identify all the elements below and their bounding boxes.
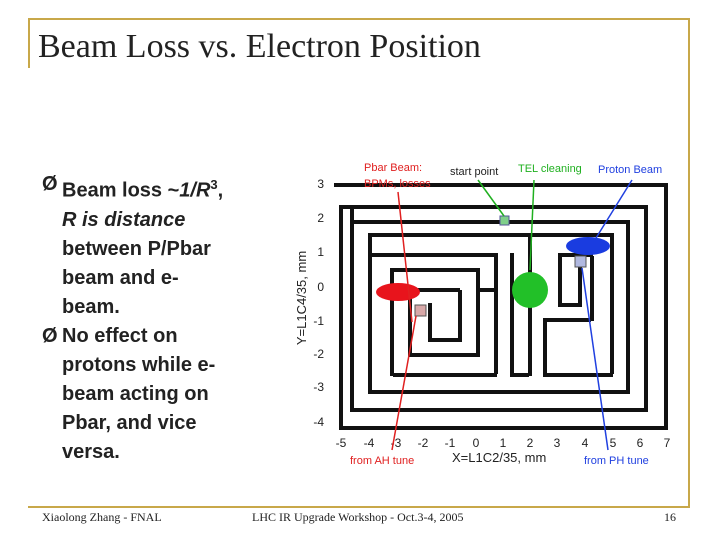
x-tick-label: 2: [527, 436, 534, 450]
x-tick-label: 3: [554, 436, 561, 450]
footer-event: LHC IR Upgrade Workshop - Oct.3-4, 2005: [252, 510, 464, 524]
start-point-label: start point: [450, 166, 498, 178]
footer-author: Xiaolong Zhang - FNAL: [42, 510, 162, 524]
bullet-1-line-1: Beam loss ~1/R3,: [62, 177, 224, 202]
from-ph-tune-label: from PH tune: [584, 455, 649, 467]
proton-position-marker: [574, 255, 587, 268]
frame-top-line: [28, 18, 690, 20]
bullet-1-line-2: R is distance: [62, 208, 186, 231]
bullet-1-line-3: between P/Pbar: [62, 237, 211, 260]
x-tick-label: -2: [418, 436, 429, 450]
arrow-bullet-icon: Ø: [42, 173, 58, 195]
bullet-2-line-1: No effect on: [62, 324, 178, 347]
ph-tune-arrow: [581, 267, 609, 451]
x-tick-label: 6: [637, 436, 644, 450]
path-right-loop: [543, 233, 614, 377]
proton-beam-label: Proton Beam: [598, 164, 662, 176]
y-tick-label: 0: [317, 280, 324, 294]
y-tick-label: 3: [317, 177, 324, 191]
path-left-inner: [408, 288, 462, 342]
frame-bottom-line: [28, 506, 690, 508]
bullet-item-2: Ø No effect on protons while e- beam act…: [42, 322, 292, 467]
y-tick-label: 1: [317, 245, 324, 259]
y-axis-label: Y=L1C4/35, mm: [294, 251, 309, 345]
bullet-1-line-5: beam.: [62, 295, 120, 318]
x-tick-label: -1: [445, 436, 456, 450]
proton-beam-ellipse: [566, 237, 610, 255]
start-annotation-arrow: [477, 179, 505, 217]
pbar-beam-label: Pbar Beam:: [364, 162, 422, 174]
tel-cleaning-label: TEL cleaning: [518, 163, 582, 175]
path-ring-3: [350, 220, 630, 394]
bullet-2-line-3: beam acting on: [62, 382, 209, 405]
y-tick-labels: 3 2 1 0 -1 -2 -3 -4: [313, 177, 324, 429]
ah-tune-arrow: [391, 315, 417, 451]
proton-annotation-arrow: [595, 179, 633, 239]
x-tick-labels: -5 -4 -3 -2 -1 0 1 2 3 4 5 6 7: [336, 436, 671, 450]
bullet-1-line-4: beam and e-: [62, 266, 179, 289]
x-tick-label: 7: [664, 436, 671, 450]
path-right-inner: [558, 263, 582, 307]
pbar-beam-sublabel: BPMs, losses: [364, 178, 431, 190]
pbar-position-marker: [414, 304, 427, 317]
y-tick-label: -1: [313, 314, 324, 328]
slide-title: Beam Loss vs. Electron Position: [38, 28, 481, 65]
pbar-annotation-arrow: [397, 191, 413, 323]
bullet-2-line-2: protons while e-: [62, 353, 216, 376]
y-tick-label: -4: [313, 415, 324, 429]
path-outer: [334, 183, 668, 430]
arrow-bullet-icon: Ø: [42, 324, 58, 347]
path-left-loop: [368, 253, 498, 377]
bullet-list: Ø Beam loss ~1/R3, R is distance between…: [42, 170, 292, 467]
y-tick-label: 2: [317, 211, 324, 225]
x-tick-label: -5: [336, 436, 347, 450]
x-tick-label: 5: [610, 436, 617, 450]
start-point-marker: [499, 215, 510, 226]
bullet-item-1: Ø Beam loss ~1/R3, R is distance between…: [42, 170, 292, 322]
annotation-arrows: [391, 179, 633, 451]
frame-left-line: [28, 18, 30, 68]
x-axis-label: X=L1C2/35, mm: [452, 450, 546, 465]
tel-beam-circle: [512, 272, 548, 308]
bullet-2-line-5: versa.: [62, 440, 120, 463]
frame-right-line: [688, 18, 690, 508]
x-tick-label: 1: [500, 436, 507, 450]
footer-page-number: 16: [664, 510, 676, 524]
y-tick-label: -2: [313, 347, 324, 361]
tel-annotation-arrow: [529, 179, 535, 271]
electron-scan-path: [334, 183, 668, 430]
x-tick-label: -3: [391, 436, 402, 450]
path-ring-2: [350, 205, 648, 412]
x-tick-label: 4: [582, 436, 589, 450]
x-tick-label: 0: [473, 436, 480, 450]
from-ah-tune-label: from AH tune: [350, 455, 414, 467]
x-tick-label: -4: [364, 436, 375, 450]
y-tick-label: -3: [313, 380, 324, 394]
pbar-beam-ellipse: [376, 283, 420, 301]
bullet-2-line-4: Pbar, and vice: [62, 411, 197, 434]
